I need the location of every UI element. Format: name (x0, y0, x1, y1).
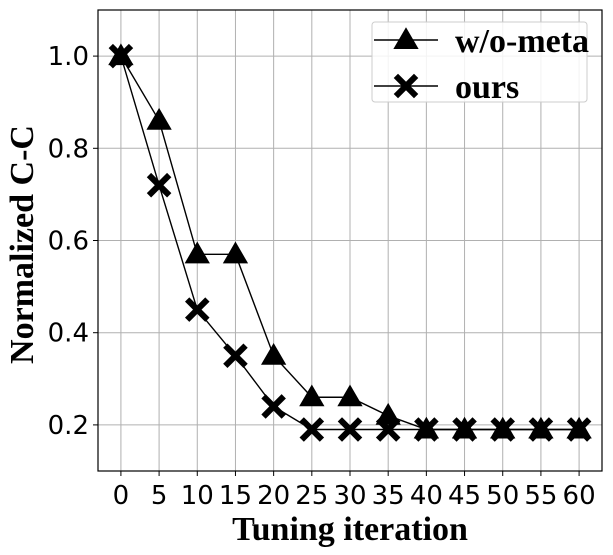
legend-marker (393, 27, 419, 50)
x-tick-label: 40 (410, 481, 443, 511)
data-point (146, 107, 172, 130)
x-tick-label: 55 (524, 481, 557, 511)
data-point (260, 342, 287, 365)
data-point (299, 384, 325, 407)
x-tick-label: 50 (486, 481, 519, 511)
legend-marker (393, 73, 419, 99)
x-tick-label: 25 (295, 481, 328, 511)
series-ours (108, 43, 592, 442)
data-point (222, 241, 249, 264)
legend-box (371, 21, 588, 103)
data-point (108, 43, 134, 69)
legend-label: w/o-meta (455, 23, 589, 60)
y-axis-label: Normalized C-C (4, 125, 41, 364)
x-tick-label: 20 (257, 481, 290, 511)
data-point (223, 343, 248, 369)
legend: w/o-meta ours (371, 21, 589, 106)
x-tick-label: 60 (563, 481, 596, 511)
x-axis-label: Tuning iteration (232, 511, 468, 548)
x-tick-label: 10 (181, 481, 214, 511)
data-point (375, 402, 401, 425)
y-tick-label: 0.4 (48, 319, 89, 349)
data-point (414, 417, 439, 442)
x-tick-label: 45 (448, 481, 481, 511)
x-axis-ticks: 0 5 10 15 20 25 30 35 40 45 50 55 60 (113, 471, 596, 511)
y-tick-label: 0.8 (48, 134, 89, 164)
x-tick-label: 0 (113, 481, 130, 511)
y-tick-label: 0.2 (48, 411, 89, 441)
legend-entry: w/o-meta (374, 23, 589, 60)
series-layer (108, 43, 592, 442)
data-point (452, 417, 477, 442)
y-tick-label: 1.0 (48, 42, 89, 72)
x-tick-label: 5 (151, 481, 168, 511)
data-point (261, 394, 286, 419)
data-point (146, 172, 172, 198)
data-point (528, 417, 554, 442)
legend-entry: ours (374, 69, 519, 106)
data-point (375, 417, 401, 442)
y-tick-label: 0.6 (48, 227, 89, 257)
data-point (337, 384, 363, 407)
y-axis-ticks: 0.2 0.4 0.6 0.8 1.0 (48, 42, 98, 441)
data-point (184, 297, 210, 322)
data-point (566, 417, 592, 442)
x-tick-label: 15 (219, 481, 252, 511)
x-tick-label: 30 (333, 481, 366, 511)
x-tick-label: 35 (372, 481, 405, 511)
data-point (184, 241, 210, 264)
data-point (337, 417, 363, 442)
data-point (299, 417, 325, 442)
legend-entries: w/o-meta ours (374, 23, 589, 106)
data-point (490, 417, 516, 442)
legend-label: ours (455, 69, 519, 106)
